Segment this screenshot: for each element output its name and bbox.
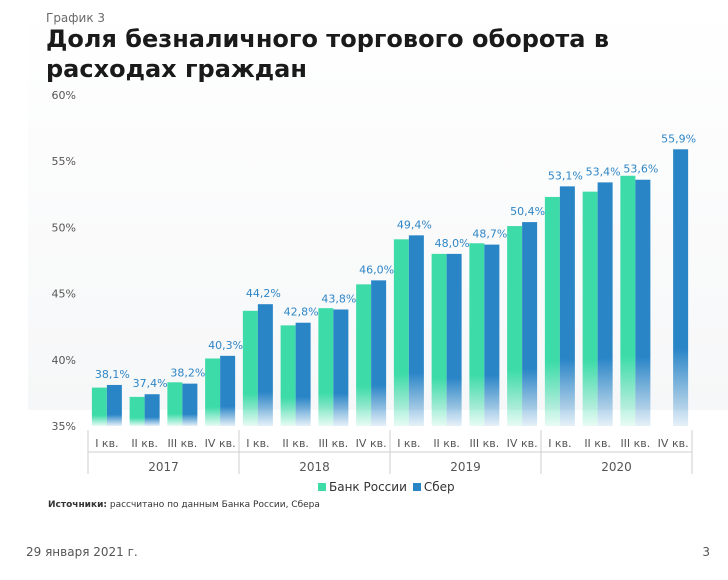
bar-chart: 35% 40% 45% 50% 55% 60% 38,1%37,4%38,2% 40,3% 4…: [52, 89, 696, 474]
bar-bank-russia: [280, 325, 296, 426]
data-label: 49,4%: [397, 218, 432, 231]
bar-sber: [635, 179, 651, 426]
chart-title: Доля безналичного торгового оборота в ра…: [46, 25, 610, 83]
bar-sber: [144, 394, 160, 426]
y-axis: 35% 40% 45% 50% 55% 60%: [52, 89, 76, 433]
year-label: 2018: [299, 460, 330, 474]
data-label: 40,3%: [208, 339, 243, 352]
data-labels: 38,1%37,4%38,2% 40,3% 44,2%42,8%43,8% 46,0%…: [95, 132, 696, 390]
y-tick-label: 35%: [52, 420, 76, 433]
x-tick-label: IV кв.: [205, 437, 236, 450]
bar-sber: [295, 322, 311, 426]
year-label: 2017: [148, 460, 179, 474]
data-label: 48,0%: [435, 237, 470, 250]
bar-bank-russia: [167, 382, 183, 426]
bar-bank-russia: [431, 253, 447, 426]
bar-bank-russia: [582, 191, 598, 426]
bars: [91, 149, 689, 426]
bar-bank-russia: [205, 358, 221, 426]
bar-sber: [371, 280, 387, 426]
bar-bank-russia: [242, 310, 258, 426]
x-tick-label: II кв.: [131, 437, 158, 450]
x-tick-label: III кв.: [318, 437, 348, 450]
x-tick-label: I кв.: [246, 437, 269, 450]
x-tick-label: IV кв.: [658, 437, 689, 450]
bar-sber: [182, 383, 198, 426]
data-label: 53,1%: [548, 169, 583, 182]
bar-sber: [673, 149, 689, 426]
data-label: 53,6%: [623, 163, 658, 176]
data-label: 44,2%: [246, 287, 281, 300]
x-tick-label: III кв.: [620, 437, 650, 450]
data-label: 48,7%: [472, 228, 507, 241]
data-label: 55,9%: [661, 132, 696, 145]
y-tick-label: 50%: [52, 221, 76, 234]
bar-sber: [597, 182, 613, 426]
data-label: 46,0%: [359, 263, 394, 276]
data-label: 53,4%: [586, 165, 621, 178]
bar-bank-russia: [356, 284, 372, 426]
x-tick-label: I кв.: [548, 437, 571, 450]
y-tick-label: 60%: [52, 89, 76, 102]
data-label: 43,8%: [321, 292, 356, 305]
legend-label: Банк России: [329, 480, 407, 494]
data-label: 38,2%: [170, 367, 205, 380]
bar-sber: [408, 235, 424, 426]
y-tick-label: 55%: [52, 155, 76, 168]
x-tick-label: III кв.: [167, 437, 197, 450]
bar-bank-russia: [620, 175, 636, 426]
bar-bank-russia: [91, 387, 107, 426]
data-label: 50,4%: [510, 205, 545, 218]
data-label: 42,8%: [284, 306, 319, 319]
bar-sber: [220, 355, 236, 426]
legend-item-bank-russia: Банк России: [318, 480, 407, 494]
x-tick-label: III кв.: [469, 437, 499, 450]
x-tick-label: I кв.: [397, 437, 420, 450]
legend-swatch-blue: [412, 483, 421, 491]
bar-sber: [484, 244, 500, 426]
page-number: 3: [702, 545, 710, 559]
data-label: 38,1%: [95, 368, 130, 381]
bar-sber: [559, 186, 575, 426]
bar-sber: [333, 309, 349, 426]
bar-sber: [106, 384, 122, 426]
bar-bank-russia: [129, 396, 145, 426]
year-label: 2020: [601, 460, 632, 474]
x-tick-label: I кв.: [95, 437, 118, 450]
bar-bank-russia: [393, 239, 409, 426]
data-label: 37,4%: [133, 377, 168, 390]
bar-sber: [257, 304, 273, 426]
bar-bank-russia: [507, 226, 523, 426]
x-axis: I кв. II кв. III кв. IV кв. I кв. II кв. III к…: [87, 430, 693, 474]
x-tick-label: II кв.: [433, 437, 460, 450]
bar-sber: [446, 253, 462, 426]
bar-sber: [522, 222, 538, 426]
y-tick-label: 40%: [52, 354, 76, 367]
legend: Банк России Сбер: [318, 480, 455, 494]
x-tick-label: IV кв.: [356, 437, 387, 450]
x-tick-label: II кв.: [584, 437, 611, 450]
chart-label: График 3: [46, 11, 106, 25]
sources-text: рассчитано по данным Банка России, Сбера: [109, 500, 320, 510]
x-tick-label: II кв.: [282, 437, 309, 450]
legend-item-sber: Сбер: [412, 480, 455, 494]
legend-label: Сбер: [423, 480, 455, 494]
bar-bank-russia: [318, 308, 334, 426]
year-label: 2019: [450, 460, 481, 474]
y-tick-label: 45%: [52, 288, 76, 301]
legend-swatch-green: [318, 483, 326, 491]
bar-bank-russia: [544, 196, 560, 426]
bar-bank-russia: [469, 243, 485, 426]
sources-note: Источники: рассчитано по данным Банка Ро…: [48, 500, 320, 510]
sources-label: Источники:: [48, 500, 107, 510]
x-tick-label: IV кв.: [507, 437, 538, 450]
footer-date: 29 января 2021 г.: [26, 545, 138, 559]
